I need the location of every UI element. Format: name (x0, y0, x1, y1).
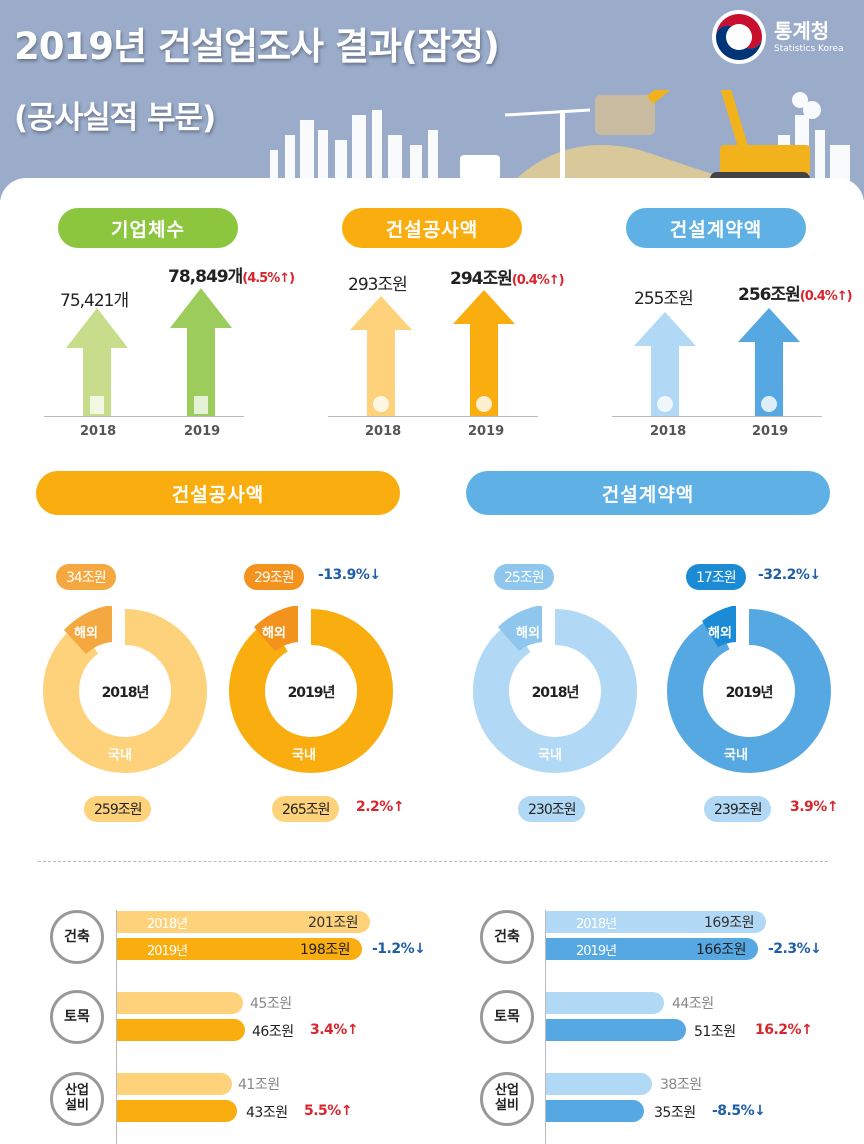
baseline (44, 416, 244, 417)
arrow-up-icon (634, 312, 696, 416)
category-civil: 토목 (480, 990, 534, 1044)
change-label: -8.5%↓ (712, 1103, 766, 1119)
taegeuk-emblem-icon (712, 10, 766, 64)
change-label: -1.2%↓ (372, 941, 426, 957)
skyline-illustration (270, 90, 850, 190)
year-label: 2019 (752, 424, 789, 439)
logo-english: Statistics Korea (774, 43, 844, 54)
change-label: 3.4%↑ (310, 1022, 359, 1038)
header-banner: 2019년 건설업조사 결과(잠정) (공사실적 부문) 통계청 Statist… (0, 0, 864, 200)
domestic-label: 국내 (108, 748, 132, 763)
bar-2019: 2019년 166조원 (546, 938, 758, 960)
bar-2018 (117, 1073, 232, 1095)
pill-firms: 기업체수 (58, 208, 238, 248)
bar-axis (116, 910, 117, 1144)
donut-year: 2018년 (531, 685, 580, 701)
contract-2018-value: 255조원 (634, 289, 694, 309)
overseas-label: 해외 (74, 626, 98, 641)
arrow-up-icon (66, 308, 128, 416)
overseas-bubble: 25조원 (494, 564, 554, 590)
bar-2019 (117, 1100, 237, 1122)
domestic-change: 3.9%↑ (790, 799, 839, 815)
construction-2019-value: 294조원(0.4%↑) (450, 269, 565, 289)
overseas-label: 해외 (262, 626, 286, 641)
value-label: 46조원 (252, 1024, 294, 1040)
bar-axis (545, 910, 546, 1144)
overseas-bubble: 34조원 (56, 564, 116, 590)
year-label: 2018 (365, 424, 402, 439)
value-label: 44조원 (672, 996, 714, 1012)
domestic-label: 국내 (292, 748, 316, 763)
domestic-bubble: 230조원 (518, 796, 586, 822)
donut-contract-2019 (667, 606, 831, 773)
value-label: 41조원 (238, 1077, 280, 1093)
overseas-bubble: 29조원 (244, 564, 304, 590)
category-civil: 토목 (50, 990, 104, 1044)
year-label: 2018 (650, 424, 687, 439)
page-subtitle: (공사실적 부문) (14, 100, 216, 136)
arrow-up-icon (738, 308, 800, 416)
section-divider (38, 861, 828, 862)
bar-2018: 2018년 201조원 (117, 911, 370, 933)
donut-year: 2019년 (287, 685, 336, 701)
bar-2018 (546, 1073, 652, 1095)
arrow-up-icon (453, 290, 515, 416)
arrow-up-icon (350, 296, 412, 416)
bar-2019 (546, 1019, 686, 1041)
firms-2019-value: 78,849개(4.5%↑) (168, 267, 295, 287)
section-header-contract: 건설계약액 (466, 471, 830, 515)
overseas-change: -32.2%↓ (758, 567, 821, 583)
value-label: 43조원 (246, 1105, 288, 1121)
category-building: 건축 (50, 910, 104, 964)
donut-year: 2019년 (725, 685, 774, 701)
logo-korean: 통계청 (774, 18, 830, 43)
bar-2019 (546, 1100, 644, 1122)
page-title: 2019년 건설업조사 결과(잠정) (14, 25, 500, 68)
construction-2018-value: 293조원 (348, 275, 408, 295)
bar-2018 (546, 992, 664, 1014)
value-label: 45조원 (250, 996, 292, 1012)
bar-2018 (117, 992, 243, 1014)
domestic-bubble: 265조원 (272, 796, 340, 822)
baseline (612, 416, 822, 417)
category-industrial: 산업 설비 (50, 1072, 104, 1126)
value-label: 51조원 (694, 1024, 736, 1040)
domestic-change: 2.2%↑ (356, 799, 405, 815)
pill-construction: 건설공사액 (342, 208, 522, 248)
change-label: 16.2%↑ (755, 1022, 813, 1038)
category-building: 건축 (480, 910, 534, 964)
donut-construction-2019 (229, 606, 393, 773)
baseline (328, 416, 538, 417)
change-label: 5.5%↑ (304, 1103, 353, 1119)
overseas-label: 해외 (708, 626, 732, 641)
donut-year: 2018년 (101, 685, 150, 701)
pill-contract: 건설계약액 (626, 208, 806, 248)
overseas-change: -13.9%↓ (318, 567, 381, 583)
value-label: 38조원 (660, 1077, 702, 1093)
donut-contract-2018 (473, 606, 637, 773)
domestic-bubble: 259조원 (84, 796, 152, 822)
section-header-construction: 건설공사액 (36, 471, 400, 515)
value-label: 35조원 (654, 1105, 696, 1121)
domestic-label: 국내 (724, 748, 748, 763)
overseas-bubble: 17조원 (686, 564, 746, 590)
content-card (0, 178, 864, 1144)
donut-construction-2018 (43, 606, 207, 773)
domestic-label: 국내 (538, 748, 562, 763)
domestic-bubble: 239조원 (704, 796, 772, 822)
contract-2019-value: 256조원(0.4%↑) (738, 285, 853, 305)
bar-2019: 2019년 198조원 (117, 938, 362, 960)
bar-2018: 2018년 169조원 (546, 911, 766, 933)
change-label: -2.3%↓ (768, 941, 822, 957)
bar-2019 (117, 1019, 245, 1041)
year-label: 2019 (468, 424, 505, 439)
firms-2018-value: 75,421개 (60, 291, 129, 311)
statistics-korea-logo: 통계청 Statistics Korea (710, 8, 844, 66)
arrow-up-icon (170, 288, 232, 416)
overseas-label: 해외 (516, 626, 540, 641)
year-label: 2018 (80, 424, 117, 439)
category-industrial: 산업 설비 (480, 1072, 534, 1126)
year-label: 2019 (184, 424, 221, 439)
